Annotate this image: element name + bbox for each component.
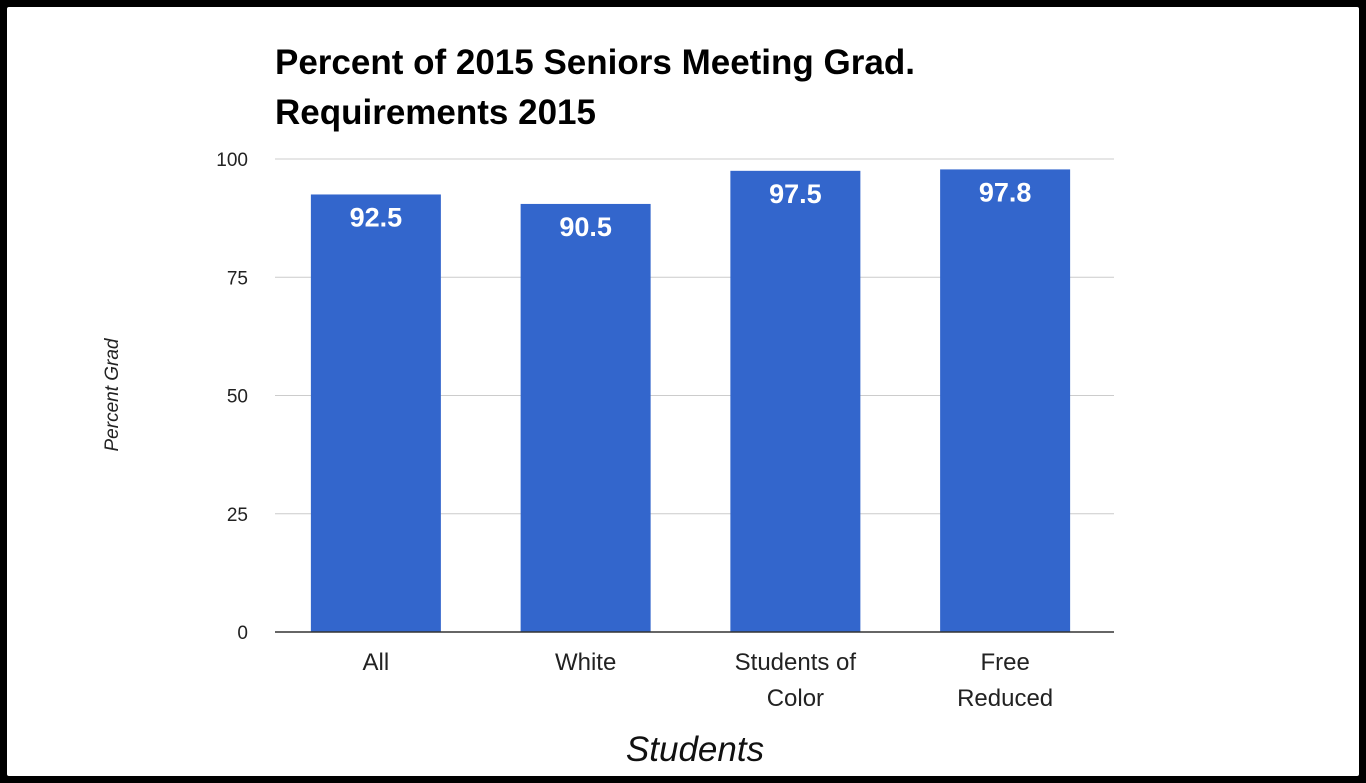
y-tick-label: 50: [227, 387, 248, 408]
x-category-label: All: [363, 649, 390, 676]
x-category-label: Color: [767, 685, 824, 712]
x-category-label: Students of: [735, 649, 857, 676]
x-category-label: Reduced: [957, 685, 1053, 712]
bar: [520, 203, 651, 632]
y-tick-label: 25: [227, 505, 248, 526]
y-tick-label: 0: [237, 623, 248, 644]
bar: [940, 169, 1071, 632]
bar-data-label: 97.5: [769, 179, 822, 209]
bar-data-label: 90.5: [559, 212, 612, 242]
chart-frame: [7, 7, 1359, 776]
chart-title: Percent of 2015 Seniors Meeting Grad. Re…: [275, 43, 915, 132]
chart-title-line-2: Requirements 2015: [275, 93, 596, 132]
bars: 92.5 90.5 97.5 97.8: [310, 169, 1071, 632]
y-axis-ticks: 0 25 50 75 100: [216, 150, 248, 644]
bar-data-label: 92.5: [350, 202, 403, 232]
x-category-label: White: [555, 649, 616, 676]
bar: [310, 194, 441, 632]
x-axis-label: Students: [626, 730, 764, 769]
chart-title-line-1: Percent of 2015 Seniors Meeting Grad.: [275, 43, 915, 82]
y-axis-label: Percent Grad: [102, 337, 123, 451]
x-category-label: Free: [980, 649, 1029, 676]
bar-data-label: 97.8: [979, 177, 1032, 207]
y-tick-label: 75: [227, 268, 248, 289]
bar: [730, 170, 861, 632]
y-tick-label: 100: [216, 150, 248, 171]
x-axis-categories: All White Students of Color Free Reduced: [363, 649, 1054, 712]
